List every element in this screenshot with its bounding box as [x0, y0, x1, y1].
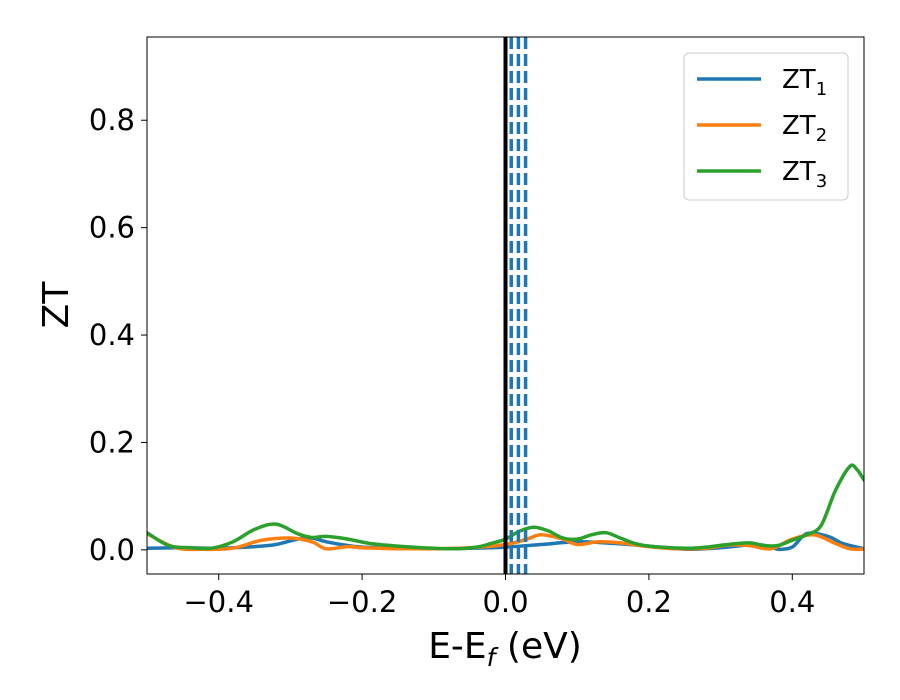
y-tick-label: 0.4	[89, 318, 135, 352]
x-tick-label: 0.4	[769, 585, 815, 619]
legend-box	[683, 52, 849, 201]
y-tick-label: 0.6	[89, 211, 135, 245]
x-tick-label: 0.0	[482, 585, 528, 619]
y-tick-label: 0.0	[89, 533, 135, 567]
x-tick-label: 0.2	[626, 585, 672, 619]
x-tick-label: −0.4	[183, 585, 253, 619]
series-line-zt3	[147, 463, 864, 551]
series-lines	[147, 463, 864, 552]
y-axis-label: ZT	[36, 281, 77, 329]
x-axis-label: E-Ef (eV)	[428, 626, 582, 672]
y-tick-label: 0.8	[89, 103, 135, 137]
legend: ZT1 ZT2 ZT3	[683, 52, 849, 201]
legend-label-zt1: ZT1	[782, 65, 827, 100]
x-axis-ticks: −0.4 −0.2 0.0 0.2 0.4	[183, 574, 815, 619]
y-tick-label: 0.2	[89, 425, 135, 459]
legend-label-zt3: ZT3	[782, 157, 827, 192]
reference-lines	[503, 37, 528, 574]
y-axis-ticks: 0.0 0.2 0.4 0.6 0.8	[89, 103, 147, 567]
series-line-zt2	[147, 531, 864, 552]
legend-label-zt2: ZT2	[782, 111, 827, 146]
x-tick-label: −0.2	[327, 585, 397, 619]
